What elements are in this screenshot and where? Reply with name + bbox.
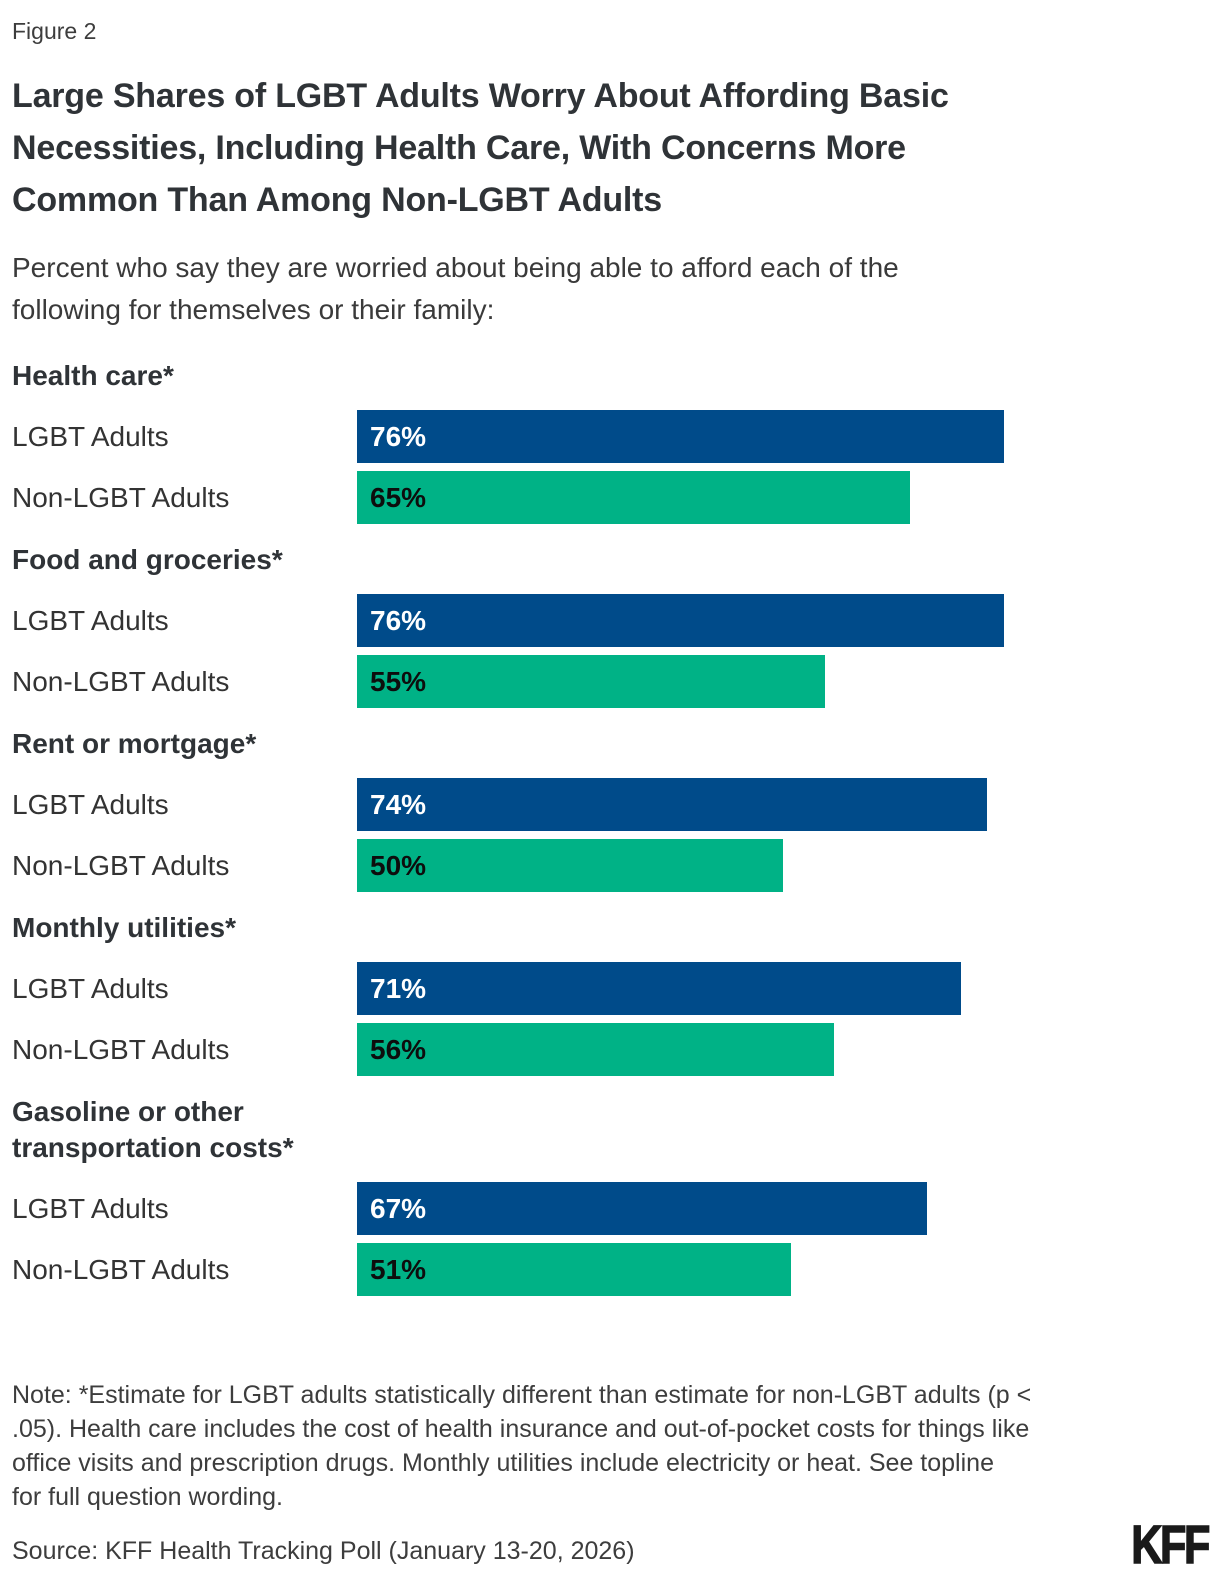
chart-group: Monthly utilities* LGBT Adults 71% Non-LGBT… [12, 910, 1208, 1076]
figure-subtitle: Percent who say they are worried about b… [12, 252, 899, 325]
series-label: LGBT Adults [12, 788, 169, 820]
bar-row: LGBT Adults 76% [12, 594, 1208, 647]
bar-row: LGBT Adults 76% [12, 410, 1208, 463]
series-label: LGBT Adults [12, 604, 169, 636]
bar-row: Non-LGBT Adults 55% [12, 655, 1208, 708]
bar-value-label: 65% [370, 481, 427, 513]
series-label: LGBT Adults [12, 972, 169, 1004]
bar: 76% [357, 594, 1004, 647]
category-label: Health care* [12, 360, 174, 391]
bar-track: 56% [357, 1023, 1208, 1076]
bar: 71% [357, 962, 962, 1015]
bar: 76% [357, 410, 1004, 463]
series-label: LGBT Adults [12, 1192, 169, 1224]
series-label: Non-LGBT Adults [12, 481, 230, 513]
bar: 51% [357, 1243, 791, 1296]
bar-track: 74% [357, 778, 1208, 831]
bar-value-label: 56% [370, 1033, 427, 1065]
series-label: LGBT Adults [12, 420, 169, 452]
bar-value-label: 55% [370, 665, 427, 697]
bar-value-label: 71% [370, 972, 427, 1004]
chart-group: Food and groceries* LGBT Adults 76% Non-LGB… [12, 542, 1208, 708]
bar-track: 76% [357, 410, 1208, 463]
category-label: Rent or mortgage* [12, 728, 257, 759]
bar-row: Non-LGBT Adults 51% [12, 1243, 1208, 1296]
bar: 50% [357, 839, 783, 892]
chart-group: Rent or mortgage* LGBT Adults 74% Non-LGBT … [12, 726, 1208, 892]
bar-row: LGBT Adults 71% [12, 962, 1208, 1015]
bar-value-label: 67% [370, 1192, 427, 1224]
bar-track: 55% [357, 655, 1208, 708]
bar-row: Non-LGBT Adults 65% [12, 471, 1208, 524]
category-label: Food and groceries* [12, 544, 283, 575]
figure-label: Figure 2 [12, 18, 97, 44]
category-label: Gasoline or other transportation costs* [12, 1096, 294, 1163]
bar: 56% [357, 1023, 834, 1076]
kff-logo: KFF [1131, 1515, 1211, 1575]
bar-track: 51% [357, 1243, 1208, 1296]
bar-value-label: 76% [370, 420, 427, 452]
bar-track: 65% [357, 471, 1208, 524]
bar-value-label: 74% [370, 788, 427, 820]
bar-row: LGBT Adults 74% [12, 778, 1208, 831]
source-text: Source: KFF Health Tracking Poll (Januar… [12, 1537, 635, 1565]
chart-group: Health care* LGBT Adults 76% Non-LGBT Adult… [12, 358, 1208, 524]
bar-row: Non-LGBT Adults 50% [12, 839, 1208, 892]
bar-value-label: 50% [370, 849, 427, 881]
bar: 65% [357, 471, 911, 524]
series-label: Non-LGBT Adults [12, 849, 230, 881]
bar-row: LGBT Adults 67% [12, 1182, 1208, 1235]
bar-value-label: 76% [370, 604, 427, 636]
bar-row: Non-LGBT Adults 56% [12, 1023, 1208, 1076]
bar-chart: Health care* LGBT Adults 76% Non-LGBT Adult… [12, 358, 1208, 1296]
note-text: Note: *Estimate for LGBT adults statisti… [12, 1381, 1032, 1511]
figure-footer: Source: KFF Health Tracking Poll (Januar… [12, 1515, 1211, 1575]
bar: 74% [357, 778, 987, 831]
series-label: Non-LGBT Adults [12, 1253, 230, 1285]
series-label: Non-LGBT Adults [12, 665, 230, 697]
chart-group: Gasoline or other transportation costs* L… [12, 1094, 1208, 1296]
figure-title: Large Shares of LGBT Adults Worry About … [12, 77, 949, 219]
bar-track: 71% [357, 962, 1208, 1015]
series-label: Non-LGBT Adults [12, 1033, 230, 1065]
bar-track: 76% [357, 594, 1208, 647]
bar-track: 50% [357, 839, 1208, 892]
bar: 67% [357, 1182, 928, 1235]
category-label: Monthly utilities* [12, 912, 236, 943]
bar-value-label: 51% [370, 1253, 427, 1285]
bar: 55% [357, 655, 826, 708]
bar-track: 67% [357, 1182, 1208, 1235]
